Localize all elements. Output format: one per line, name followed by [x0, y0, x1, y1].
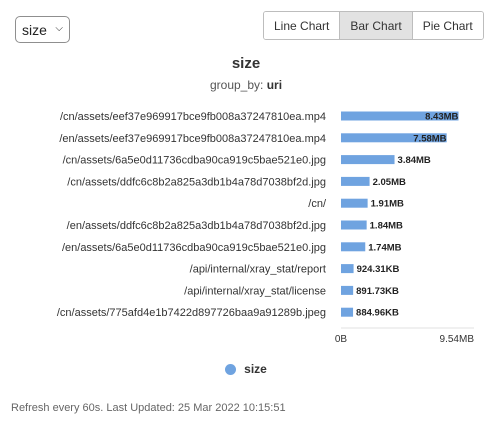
- bar[interactable]: [341, 307, 354, 317]
- category-label: /cn/: [308, 198, 327, 210]
- bar[interactable]: [341, 111, 459, 121]
- bar-chart: /cn/assets/eef37e969917bce9fb008a3724781…: [57, 111, 475, 345]
- data-label: 924.31KB: [357, 264, 400, 275]
- chevron-down-icon: ⌵: [55, 23, 63, 34]
- category-label: /api/internal/xray_stat/license: [184, 285, 326, 297]
- category-label: /cn/assets/eef37e969917bce9fb008a3724781…: [60, 111, 326, 123]
- bar[interactable]: [341, 198, 368, 208]
- footer-status: Refresh every 60s. Last Updated: 25 Mar …: [11, 402, 286, 414]
- data-label: 7.58MB: [413, 133, 446, 144]
- metric-select[interactable]: size ⌵: [15, 16, 70, 43]
- pie-chart-button[interactable]: Pie Chart: [412, 12, 483, 39]
- bar[interactable]: [341, 176, 370, 186]
- chart-legend[interactable]: size: [0, 362, 492, 376]
- x-tick-label: 9.54MB: [440, 334, 475, 345]
- data-label: 884.96KB: [356, 308, 399, 319]
- chart-title: size: [231, 55, 261, 72]
- x-tick-label: 0B: [335, 334, 348, 345]
- bar[interactable]: [341, 242, 366, 252]
- bar[interactable]: [341, 133, 447, 143]
- category-label: /en/assets/ddfc6c8b2a825a3db1b4a78d7038b…: [67, 220, 326, 232]
- bar-chart-button[interactable]: Bar Chart: [340, 12, 413, 39]
- data-label: 1.84MB: [370, 221, 403, 232]
- legend-label: size: [244, 362, 267, 376]
- category-label: /cn/assets/6a5e0d11736cdba90ca919c5bae52…: [63, 155, 326, 167]
- bar[interactable]: [341, 155, 395, 165]
- legend-dot-icon: [225, 363, 237, 375]
- chart-type-toggle: Line Chart Bar Chart Pie Chart: [263, 11, 484, 40]
- subtitle-value: uri: [266, 78, 283, 92]
- data-label: 891.73KB: [356, 286, 399, 297]
- category-label: /api/internal/xray_stat/report: [190, 264, 326, 276]
- data-label: 8.43MB: [425, 112, 458, 123]
- data-label: 2.05MB: [373, 177, 406, 188]
- chart-subtitle: group_by: uri: [0, 78, 492, 92]
- subtitle-key: group_by:: [209, 78, 264, 92]
- data-label: 3.84MB: [398, 155, 431, 166]
- data-label: 1.91MB: [371, 199, 404, 210]
- category-label: /cn/assets/ddfc6c8b2a825a3db1b4a78d7038b…: [67, 176, 326, 188]
- category-label: /en/assets/6a5e0d11736cdba90ca919c5bae52…: [62, 242, 326, 254]
- bar[interactable]: [341, 285, 354, 295]
- data-label: 1.74MB: [368, 242, 401, 253]
- metric-select-value: size: [22, 21, 47, 38]
- line-chart-button[interactable]: Line Chart: [264, 12, 341, 39]
- category-label: /en/assets/eef37e969917bce9fb008a3724781…: [59, 133, 326, 145]
- bar[interactable]: [341, 220, 367, 230]
- category-label: /cn/assets/775afd4e1b7422d897726baa9a912…: [57, 307, 326, 319]
- bar[interactable]: [341, 264, 354, 274]
